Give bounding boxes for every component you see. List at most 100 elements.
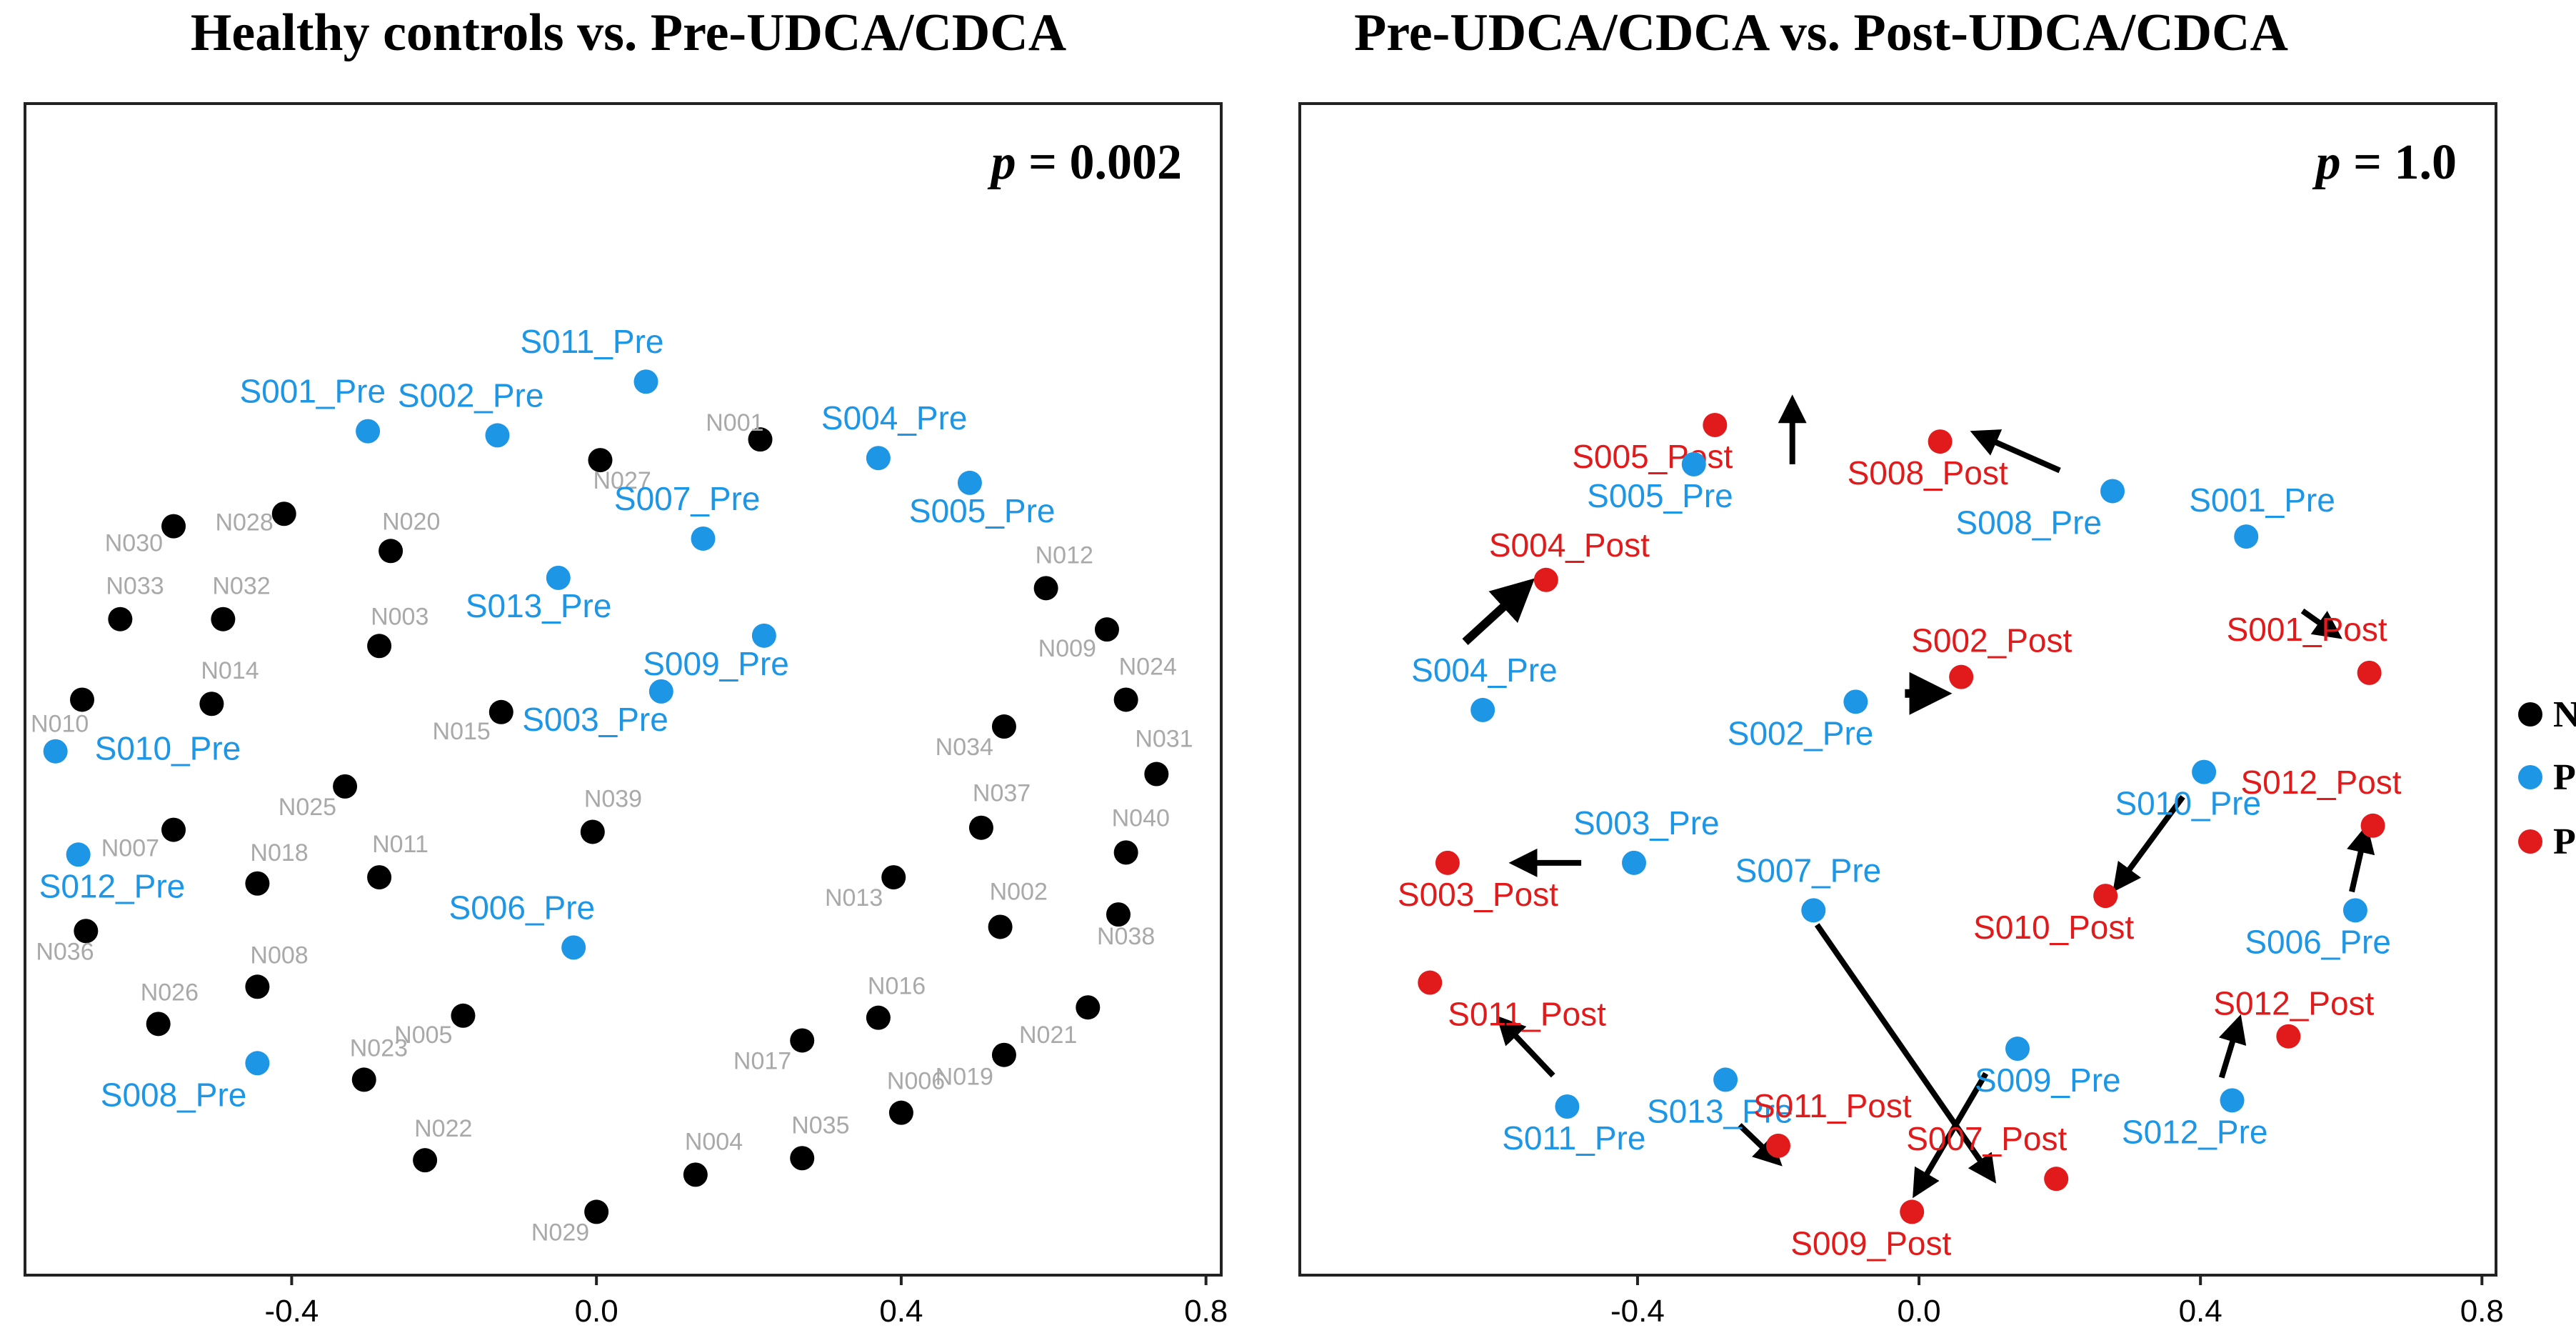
data-point: S008_Post (1848, 429, 2008, 491)
data-point: S007_Pre (614, 480, 761, 551)
point-marker-normal (379, 539, 404, 564)
data-point: N037 (968, 780, 1031, 840)
point-marker-normal (580, 819, 605, 844)
point-marker-pre (1555, 1094, 1580, 1119)
data-point: N036 (36, 919, 99, 965)
data-point: S007_Post (1906, 1120, 2069, 1192)
point-label: S003_Pre (522, 701, 668, 738)
point-label: S006_Pre (2245, 923, 2391, 960)
point-marker-post (2276, 1024, 2301, 1049)
point-marker-pre (66, 842, 91, 867)
x-tick-label: 0.8 (1184, 1294, 1228, 1329)
point-label: S006_Pre (449, 889, 596, 926)
point-marker-normal (991, 714, 1016, 739)
point-label: S005_Post (1572, 438, 1733, 475)
point-label: N001 (706, 409, 763, 436)
right-p-symbol: p (2312, 135, 2341, 190)
point-marker-pre (633, 369, 658, 394)
point-label: S009_Post (1790, 1224, 1951, 1262)
data-point: S003_Post (1398, 850, 1558, 913)
point-marker-pre (546, 565, 571, 590)
point-marker-post (2093, 884, 2118, 909)
point-marker-pre (2342, 898, 2367, 923)
point-marker-pre (648, 679, 673, 704)
legend-label-pre: Pre (2553, 757, 2576, 798)
data-point: N024 (1113, 653, 1177, 712)
point-label: S007_Post (1906, 1120, 2067, 1157)
data-point: N017 (733, 1028, 815, 1074)
legend-label-normal: Normal (2553, 694, 2576, 735)
point-label: S004_Pre (1411, 651, 1558, 689)
point-label: N014 (201, 657, 259, 684)
data-point: N004 (683, 1128, 743, 1187)
data-point: S008_Pre (101, 1051, 270, 1113)
point-marker-normal (245, 974, 270, 999)
point-marker-pre (1843, 689, 1868, 714)
point-marker-normal (1113, 687, 1138, 712)
point-label: N010 (31, 710, 89, 737)
data-point: S009_Pre (1975, 1037, 2121, 1099)
data-point: N007 (101, 817, 186, 862)
data-point: N029 (531, 1199, 609, 1246)
data-point: N030 (105, 514, 186, 557)
point-marker-normal (1106, 902, 1131, 927)
point-label: N035 (791, 1112, 849, 1139)
point-label: S013_Pre (1647, 1092, 1793, 1129)
right-panel-title: Pre-UDCA/CDCA vs. Post-UDCA/CDCA (1354, 4, 2288, 62)
point-label: S011_Post (1448, 996, 1606, 1033)
data-point: N002 (988, 878, 1048, 939)
data-point: N033 (106, 573, 164, 631)
point-marker-normal (584, 1199, 609, 1224)
point-marker-pre (245, 1051, 270, 1076)
data-point: N014 (199, 657, 259, 717)
point-label: S009_Pre (643, 645, 789, 682)
data-point: N032 (211, 573, 271, 631)
data-point: S009_Pre (643, 623, 789, 682)
point-label: N023 (350, 1034, 408, 1062)
point-label: S012_Pre (39, 867, 186, 904)
point-label: S011_Pre (1502, 1119, 1645, 1157)
point-marker-normal (888, 1100, 913, 1125)
point-label: N002 (990, 878, 1048, 905)
left-p-symbol: p (988, 135, 1016, 190)
point-label: N007 (101, 835, 159, 862)
point-marker-normal (1076, 995, 1101, 1020)
point-marker-pre (1470, 697, 1495, 722)
point-label: S012_Post (2241, 764, 2402, 801)
data-point: S011_Pre (1502, 1094, 1645, 1157)
point-label: N022 (414, 1115, 472, 1142)
data-point: N021 (1019, 995, 1101, 1049)
point-marker-normal (683, 1162, 708, 1187)
data-point: S005_Post (1572, 412, 1733, 475)
point-label: N025 (279, 794, 336, 821)
x-tick-label: 0.8 (2460, 1294, 2504, 1329)
data-point: S004_Pre (1411, 651, 1558, 722)
point-marker-normal (968, 815, 993, 840)
left-panel-title: Healthy controls vs. Pre-UDCA/CDCA (191, 4, 1066, 62)
data-point: S001_Post (2227, 611, 2387, 685)
left-panel: Healthy controls vs. Pre-UDCA/CDCA p = 0… (24, 4, 1228, 1329)
point-marker-normal (790, 1028, 815, 1053)
point-label: N006 (887, 1068, 945, 1095)
right-x-axis: -0.4 0.0 0.4 0.8 (1610, 1275, 2504, 1329)
point-marker-post (2357, 660, 2382, 685)
point-marker-normal (1113, 840, 1138, 865)
data-point: N012 (1033, 541, 1093, 601)
data-point: N040 (1112, 804, 1170, 865)
data-point: N015 (433, 699, 513, 745)
data-point: S002_Pre (398, 376, 543, 448)
point-label: S011_Post (1753, 1087, 1912, 1124)
point-marker-pre (2005, 1037, 2030, 1062)
data-point: N013 (825, 865, 906, 912)
legend-dot-pre (2518, 765, 2542, 789)
point-label: N003 (371, 603, 429, 630)
data-point: N019 (936, 1042, 1016, 1091)
point-marker-normal (1144, 762, 1169, 787)
data-point: S011_Post (1753, 1087, 1912, 1158)
right-point-layer: S005_Post S008_Post S005_Pre S008_Pre S001_P… (1398, 412, 2402, 1262)
shift-arrow (1738, 1123, 1783, 1167)
x-tick-label: 0.4 (2179, 1294, 2222, 1329)
point-label: N013 (825, 884, 883, 912)
data-point: N039 (580, 785, 642, 844)
point-label: S005_Pre (1587, 477, 1733, 514)
